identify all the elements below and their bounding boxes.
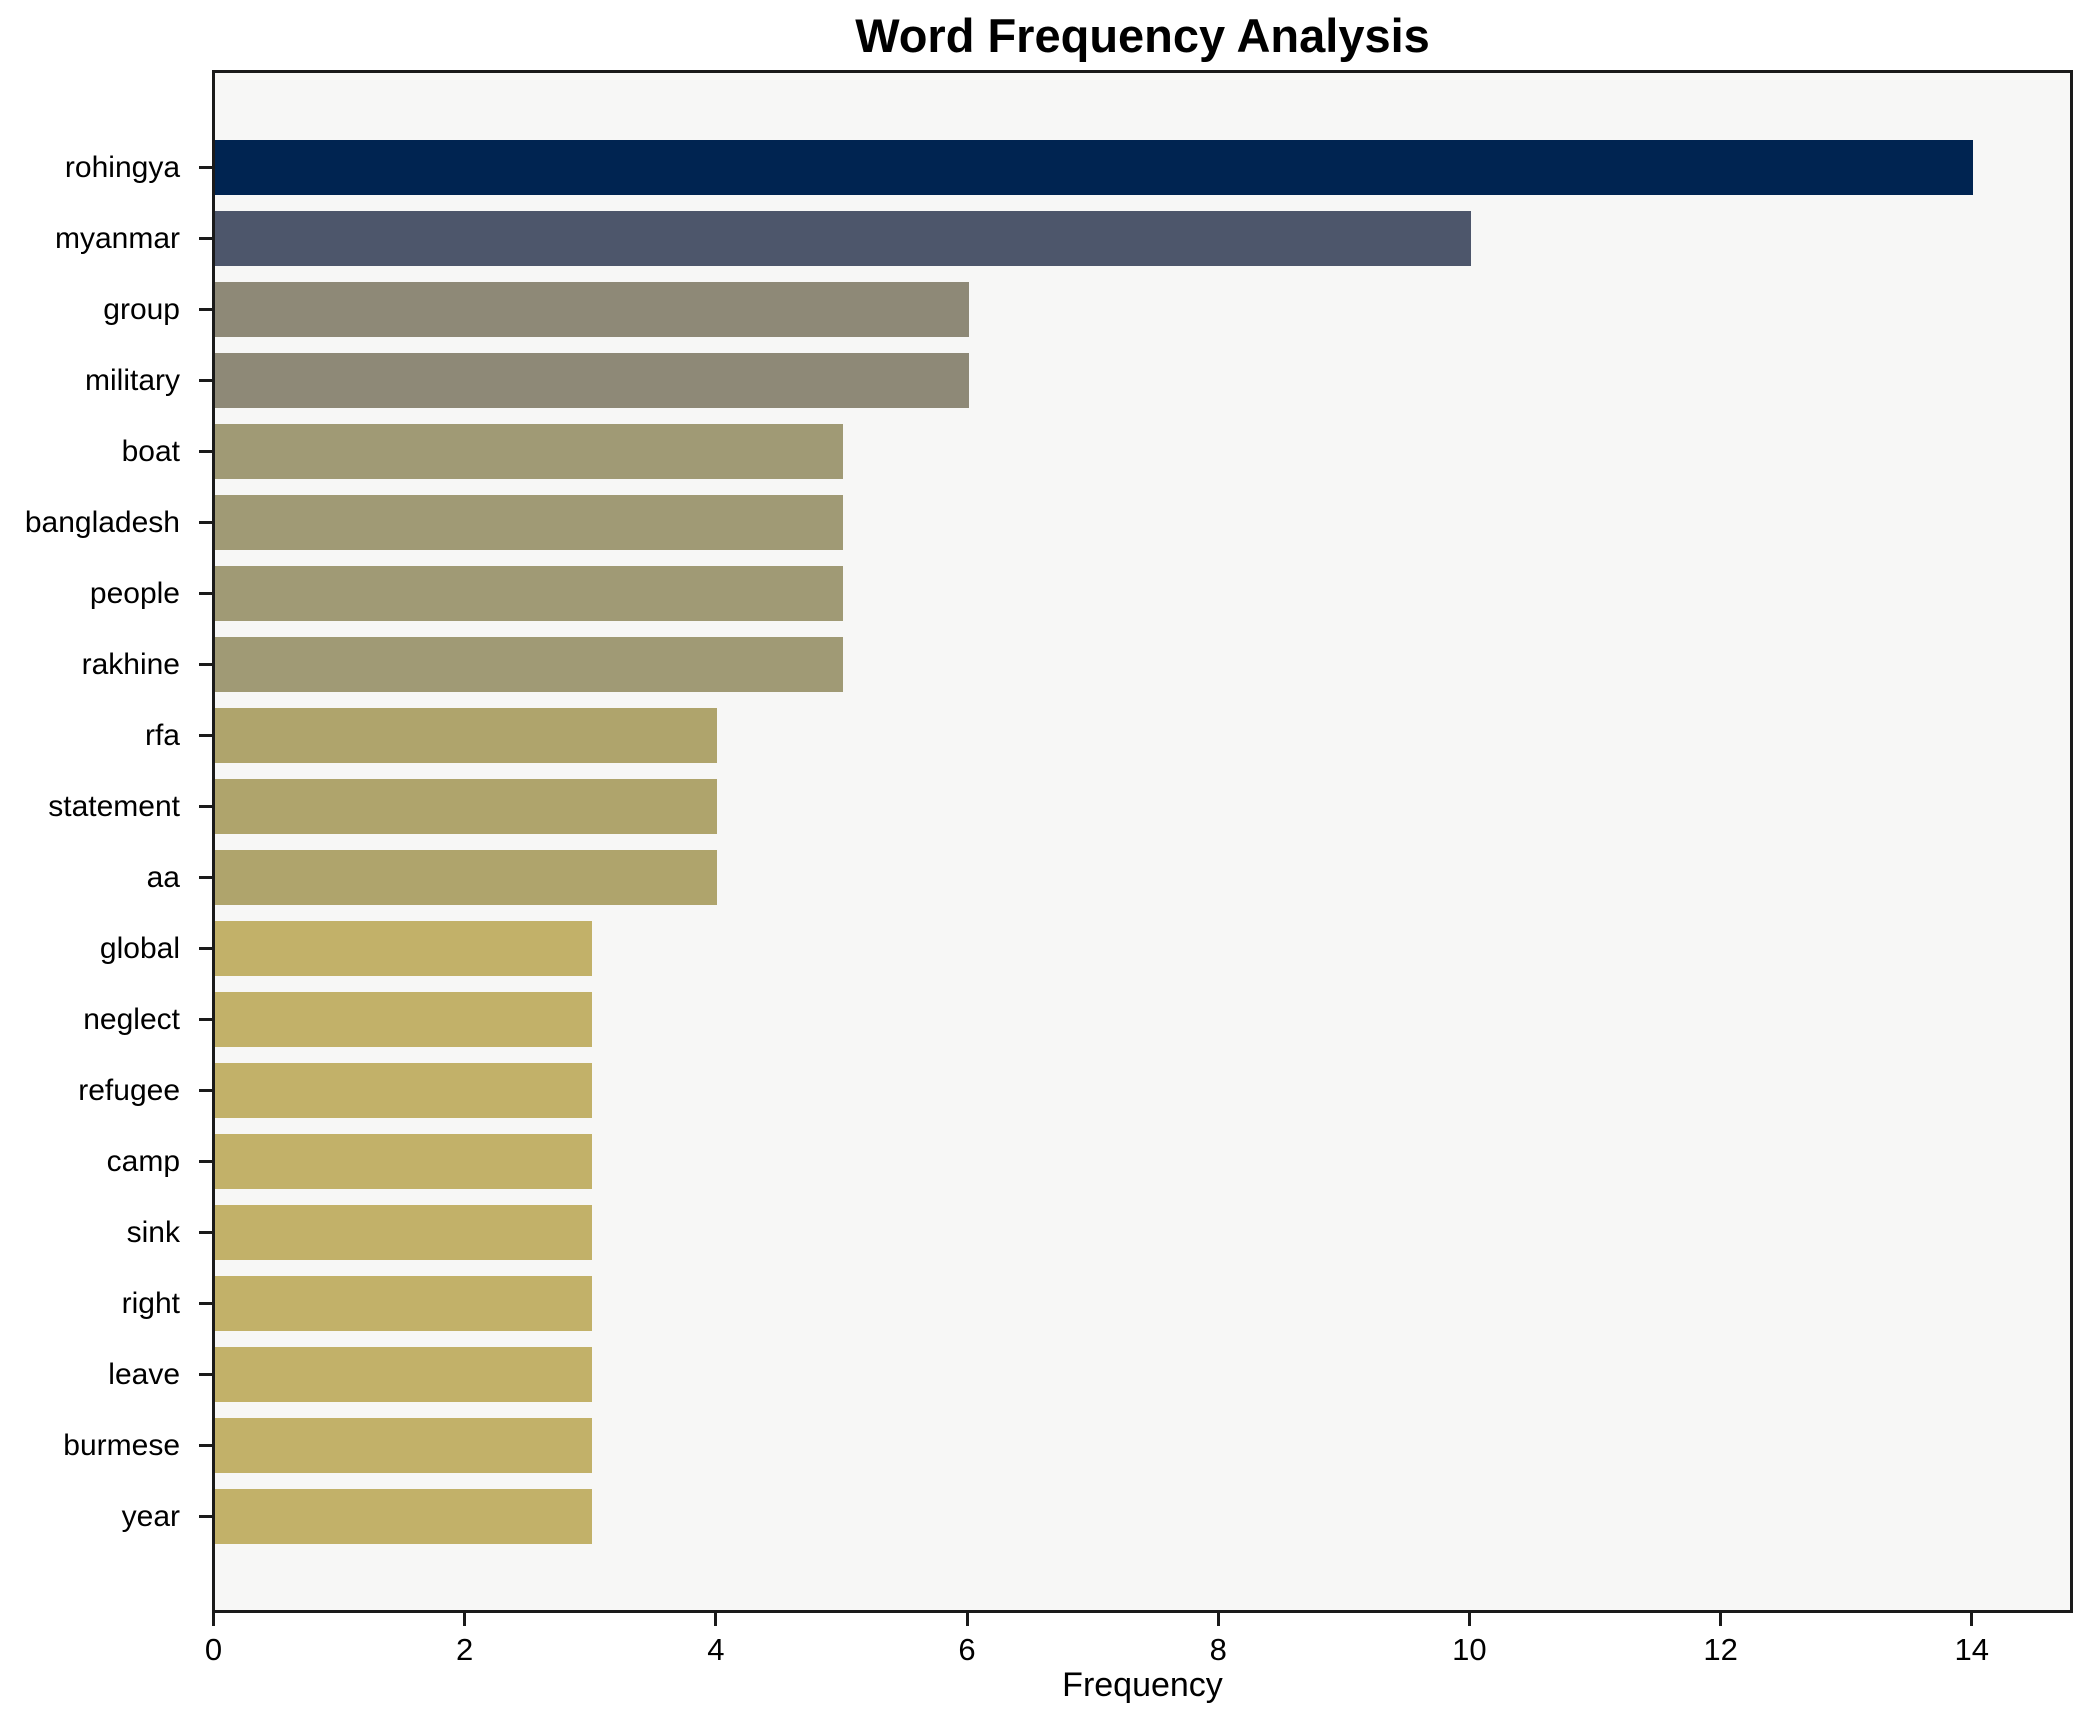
x-tick-label-6: 6 <box>958 1632 976 1667</box>
x-tick-label-0: 0 <box>204 1632 223 1667</box>
y-tick-label-rohingya: rohingya <box>64 150 180 184</box>
bar-year <box>215 1489 592 1544</box>
x-tick-label-12: 12 <box>1703 1632 1738 1667</box>
bar-myanmar <box>215 211 1471 266</box>
bar-rfa <box>215 708 718 763</box>
bar-neglect <box>215 992 592 1047</box>
x-axis-title: Frequency <box>1062 1666 1223 1704</box>
y-tick-mark <box>199 308 212 311</box>
bar-camp <box>215 1134 592 1189</box>
y-tick-mark <box>199 663 212 666</box>
x-tick-mark <box>463 1613 467 1626</box>
y-tick-label-burmese: burmese <box>63 1428 180 1462</box>
y-tick-label-aa: aa <box>146 860 180 894</box>
y-tick-mark <box>199 166 212 169</box>
bar-bangladesh <box>215 495 843 550</box>
x-tick-label-14: 14 <box>1954 1632 1990 1667</box>
x-tick-mark <box>1467 1613 1471 1626</box>
bar-right <box>215 1276 592 1331</box>
x-tick-mark <box>965 1613 969 1626</box>
y-tick-label-camp: camp <box>106 1144 180 1178</box>
y-tick-mark <box>199 1018 212 1021</box>
y-tick-label-military: military <box>85 363 180 397</box>
chart-title: Word Frequency Analysis <box>855 9 1430 62</box>
x-tick-mark <box>1719 1613 1723 1626</box>
bar-sink <box>215 1205 592 1260</box>
y-tick-label-refugee: refugee <box>78 1073 180 1107</box>
bar-boat <box>215 424 843 479</box>
bar-global <box>215 921 592 976</box>
bar-leave <box>215 1347 592 1402</box>
x-tick-mark <box>714 1613 718 1626</box>
y-tick-label-right: right <box>121 1286 180 1320</box>
x-tick-mark <box>1216 1613 1220 1626</box>
y-tick-mark <box>199 379 212 382</box>
y-tick-mark <box>199 876 212 879</box>
y-tick-label-statement: statement <box>48 789 180 823</box>
bar-rakhine <box>215 637 843 692</box>
y-tick-mark <box>199 1160 212 1163</box>
y-tick-mark <box>199 1373 212 1376</box>
plot-area <box>212 70 2073 1613</box>
bar-people <box>215 566 843 621</box>
y-tick-label-group: group <box>103 292 180 326</box>
bar-military <box>215 353 969 408</box>
x-tick-label-4: 4 <box>707 1632 725 1667</box>
y-tick-label-neglect: neglect <box>83 1002 180 1036</box>
bar-group <box>215 282 969 337</box>
y-tick-mark <box>199 592 212 595</box>
x-tick-label-8: 8 <box>1209 1632 1227 1667</box>
y-tick-mark <box>199 1302 212 1305</box>
y-tick-label-sink: sink <box>126 1215 180 1249</box>
y-tick-mark <box>199 237 212 240</box>
x-tick-mark <box>212 1613 215 1626</box>
y-tick-label-year: year <box>121 1499 180 1533</box>
y-tick-label-leave: leave <box>108 1357 180 1391</box>
y-tick-mark <box>199 947 212 950</box>
y-tick-mark <box>199 734 212 737</box>
y-tick-label-rakhine: rakhine <box>81 647 180 681</box>
bar-rohingya <box>215 140 1974 195</box>
x-tick-label-10: 10 <box>1452 1632 1487 1667</box>
y-tick-label-people: people <box>89 576 180 610</box>
bar-burmese <box>215 1418 592 1473</box>
bar-refugee <box>215 1063 592 1118</box>
y-tick-mark <box>199 1444 212 1447</box>
x-tick-label-2: 2 <box>456 1632 474 1667</box>
y-tick-label-boat: boat <box>121 434 180 468</box>
y-tick-mark <box>199 1089 212 1092</box>
y-tick-label-myanmar: myanmar <box>54 221 180 255</box>
y-tick-mark <box>199 1515 212 1518</box>
y-tick-label-rfa: rfa <box>144 718 180 752</box>
y-tick-label-bangladesh: bangladesh <box>24 505 180 539</box>
y-tick-label-global: global <box>99 931 180 965</box>
y-tick-mark <box>199 1231 212 1234</box>
y-tick-mark <box>199 805 212 808</box>
bar-statement <box>215 779 718 834</box>
bar-aa <box>215 850 718 905</box>
x-tick-mark <box>1970 1613 1974 1626</box>
y-tick-mark <box>199 450 212 453</box>
y-tick-mark <box>199 521 212 524</box>
